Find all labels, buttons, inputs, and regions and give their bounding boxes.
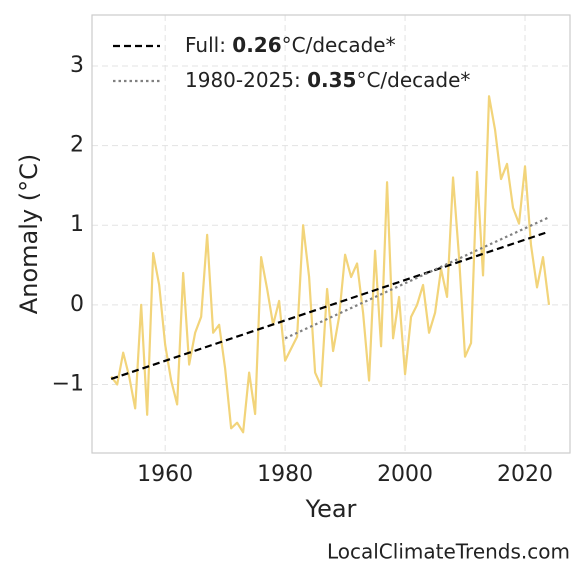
y-tick-label: 0 <box>70 292 84 317</box>
legend-prefix: Full: <box>185 33 232 57</box>
legend-value: 0.35 <box>307 68 356 92</box>
x-tick-label: 1960 <box>137 462 193 487</box>
legend-suffix: °C/decade* <box>356 68 470 92</box>
trend-line <box>284 216 550 340</box>
legend-prefix: 1980-2025: <box>185 68 307 92</box>
x-tick-label: 2020 <box>497 462 553 487</box>
y-axis-label: Anomaly (°C) <box>15 154 43 314</box>
legend-value: 0.26 <box>232 33 281 57</box>
legend-suffix: °C/decade* <box>282 33 396 57</box>
y-tick-label: −1 <box>52 372 84 397</box>
legend-label: 1980-2025: 0.35°C/decade* <box>185 68 470 92</box>
plot-frame <box>91 14 571 454</box>
y-tick-label: 3 <box>70 53 84 78</box>
data-line <box>110 95 551 434</box>
legend-label: Full: 0.26°C/decade* <box>185 33 396 57</box>
y-tick-label: 1 <box>70 212 84 237</box>
x-tick-label: 2000 <box>377 462 433 487</box>
y-tick-label: 2 <box>70 133 84 158</box>
x-tick-label: 1980 <box>257 462 313 487</box>
x-axis-label: Year <box>305 495 357 523</box>
watermark: LocalClimateTrends.com <box>327 540 570 564</box>
